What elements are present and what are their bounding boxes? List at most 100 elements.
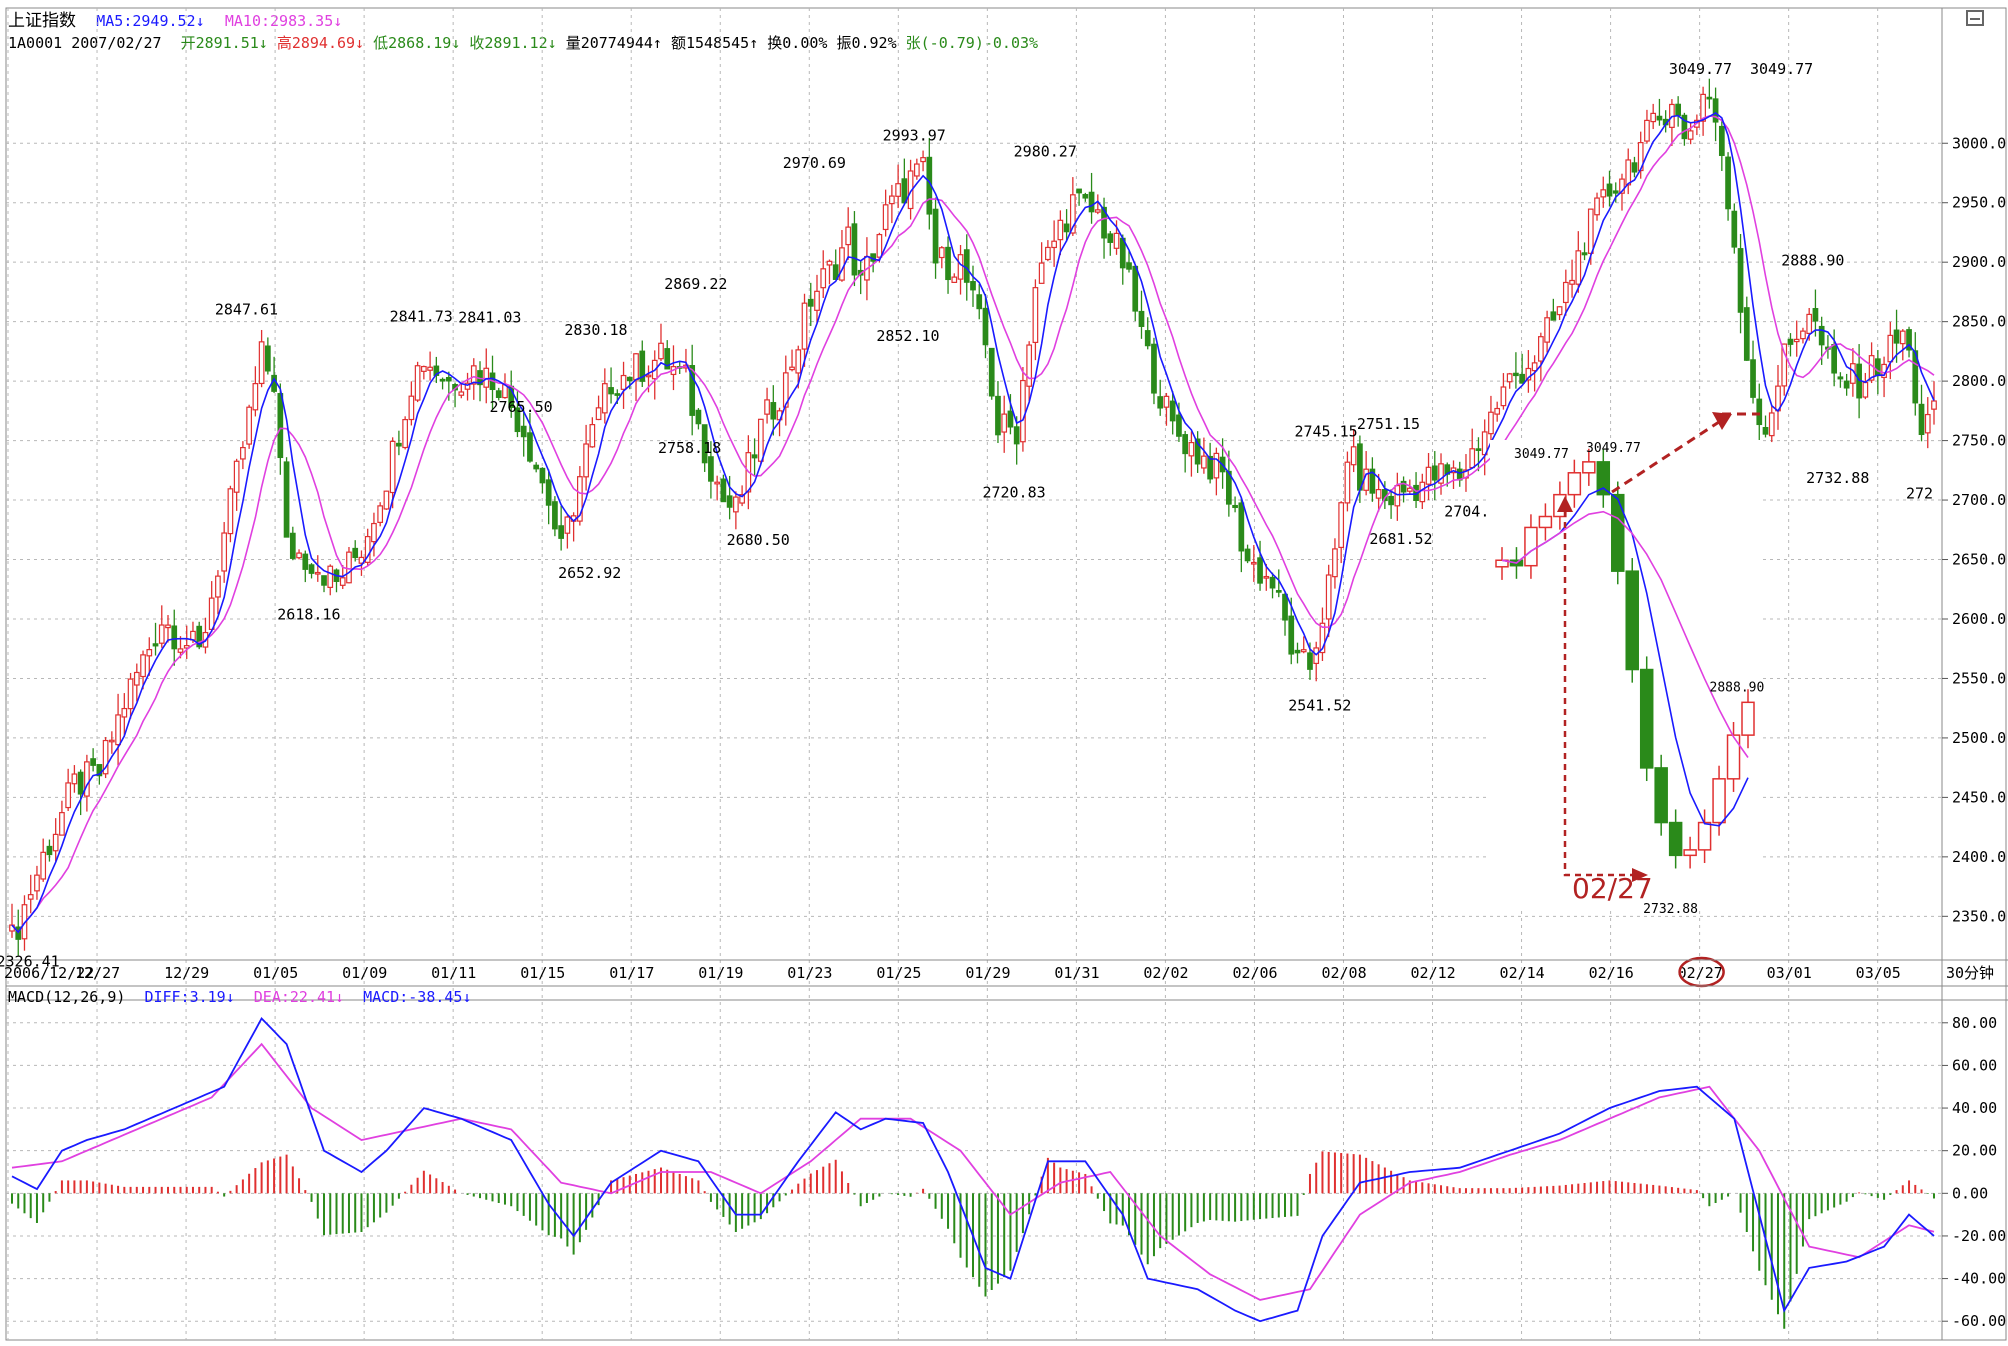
candle-body [1419,481,1426,503]
candle-body [90,758,96,766]
candle-body [1562,281,1569,304]
candle-body [1257,557,1263,584]
candle-body [1600,189,1607,198]
candle-body [1138,310,1145,327]
price-annotation: 2765.50 [489,398,552,416]
y-tick-label: 2650.0 [1952,551,2006,569]
candle-body [240,446,246,460]
candle-body [1350,446,1357,466]
candle-body [626,376,633,382]
candle-body [795,349,802,374]
candle-body [108,739,115,743]
candle-body [59,812,65,836]
inset-date-label: 02/27 [1572,872,1653,905]
candle-body [464,382,471,390]
candle-body [483,367,490,388]
x-tick-label: 01/23 [787,964,832,982]
candle-body [1001,413,1008,433]
close-value: 收2891.12↓ [469,34,557,52]
window-toggle-icon[interactable] [1966,10,1984,26]
candle-body [1931,400,1937,410]
candle-body [689,365,696,416]
price-annotation: 2869.22 [664,275,727,293]
candle-body [982,307,989,346]
arrow-head-icon [1712,412,1732,430]
candle-body [121,707,128,718]
pointer-dashed-arrow [1611,418,1723,494]
candle-body [252,383,259,411]
price-annotation: 272 [1906,484,1933,502]
price-annotation: 2970.69 [783,154,846,172]
dea-value: DEA:22.41↓ [253,988,345,1006]
candle-body [995,395,1001,436]
inset-candle-body [1697,821,1712,851]
y-tick-label: 2350.0 [1952,907,2006,925]
candle-body [1157,396,1164,409]
candle-body [533,464,540,470]
x-tick-label: 03/05 [1856,964,1901,982]
price-annotation: 2745.15 [1294,422,1357,440]
price-annotation: 2852.10 [876,327,939,345]
y-tick-label: 2750.0 [1952,432,2006,450]
candle-body [1787,338,1794,345]
candle-body [720,478,727,503]
candle-body [1269,576,1276,589]
candle-body [221,532,228,572]
candle-body [421,365,427,372]
candle-body [608,387,614,395]
candle-body [1750,359,1756,398]
candle-body [84,761,90,797]
candle-body [601,383,608,414]
price-annotation: 2751.15 [1357,415,1420,433]
candle-body [1438,463,1444,484]
candle-body [733,496,739,513]
candle-body [1681,114,1688,140]
candle-body [1625,159,1632,186]
candle-body [346,551,352,584]
diff-value: DIFF:3.19↓ [144,988,235,1006]
candle-body [308,564,315,574]
candle-body [1057,219,1064,241]
candle-body [71,773,78,785]
candle-body [1406,487,1413,492]
candle-body [1400,480,1407,493]
candle-body [302,553,309,570]
candle-body [196,625,203,648]
inset-candle-body [1524,526,1538,567]
candle-body [1026,344,1033,387]
diff-line [11,1017,1935,1323]
candle-body [1045,246,1051,261]
candle-body [1650,112,1657,123]
y-tick-label: 2600.0 [1952,610,2006,628]
candle-body [1263,575,1270,579]
candle-body [102,739,109,775]
candle-body [77,771,84,795]
candle-body [65,782,72,809]
inset-label: 3049.77 [1586,441,1641,456]
candle-body [383,490,390,510]
price-annotation: 2681.52 [1369,530,1432,548]
change-value: 张(-0.79)-0.03% [905,34,1039,52]
candle-body [1874,358,1881,377]
candle-body [839,247,845,281]
candle-body [1082,194,1089,199]
candle-body [1519,373,1525,384]
candle-body [583,443,589,478]
candle-body [1425,466,1432,485]
candle-body [633,353,639,381]
x-tick-label: 01/29 [965,964,1010,982]
candle-body [389,440,396,494]
candle-body [1188,441,1195,457]
candle-body [1475,448,1482,451]
candle-body [938,247,945,259]
candle-body [1469,448,1476,469]
price-annotation: 2758.18 [658,439,721,457]
candle-body [751,454,758,459]
candle-body [1644,119,1650,142]
candle-body [1431,465,1438,481]
candle-body [801,302,808,350]
candle-body [427,366,433,371]
candle-body [1244,548,1251,562]
candle-body [1275,590,1282,593]
